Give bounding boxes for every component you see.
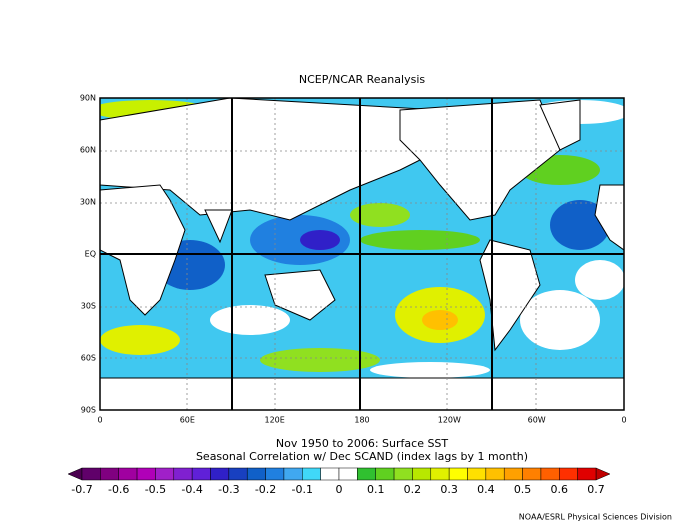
- colorbar-swatch: [430, 467, 450, 481]
- colorbar-tick-label: -0.3: [218, 483, 239, 496]
- colorbar-tick-label: -0.5: [145, 483, 166, 496]
- colorbar-over: [595, 467, 611, 481]
- lat-label: 30N: [80, 198, 96, 207]
- colorbar-tick-label: 0.4: [477, 483, 495, 496]
- colorbar-swatch: [522, 467, 542, 481]
- lat-label: 60N: [80, 146, 96, 155]
- lon-labels: 0 60E 120E 180 120W 60W 0: [97, 416, 626, 425]
- colorbar-swatch: [485, 467, 505, 481]
- colorbar-swatch: [412, 467, 432, 481]
- title: NCEP/NCAR Reanalysis: [299, 73, 425, 86]
- lat-labels: 90N 60N 30N EQ 30S 60S 90S: [80, 94, 96, 415]
- colorbar-swatch: [155, 467, 175, 481]
- graticule: [100, 98, 624, 410]
- lon-label: 60W: [528, 416, 546, 425]
- lat-label: 60S: [81, 354, 96, 363]
- colorbar-swatch: [265, 467, 285, 481]
- lon-label: 120W: [438, 416, 461, 425]
- lon-label: 180: [354, 416, 369, 425]
- colorbar-tick-label: -0.4: [181, 483, 202, 496]
- map: [100, 98, 624, 410]
- colorbar-tick-label: 0.1: [367, 483, 385, 496]
- colorbar-swatch: [338, 467, 358, 481]
- colorbar-swatch: [118, 467, 138, 481]
- colorbar-swatch: [577, 467, 597, 481]
- colorbar-tick-label: 0.2: [404, 483, 422, 496]
- colorbar-swatch: [191, 467, 211, 481]
- lon-label: 120E: [265, 416, 285, 425]
- colorbar-swatch: [228, 467, 248, 481]
- colorbar-swatch: [448, 467, 468, 481]
- colorbar: -0.7 -0.6 -0.5 -0.4 -0.3 -0.2 -0.1 0 0.1 0.2 0.3 0.…: [67, 467, 611, 496]
- colorbar-swatch: [283, 467, 303, 481]
- colorbar-swatch: [81, 467, 101, 481]
- lon-label: 0: [97, 416, 102, 425]
- colorbar-swatch: [393, 467, 413, 481]
- caption-line: Nov 1950 to 2006: Surface SST: [276, 437, 449, 450]
- footer: NOAA/ESRL Physical Sciences Division: [519, 513, 672, 522]
- colorbar-swatch: [246, 467, 266, 481]
- colorbar-tick-label: 0.7: [587, 483, 605, 496]
- colorbar-tick-label: -0.7: [71, 483, 92, 496]
- map-frame: [99, 97, 625, 411]
- colorbar-swatch: [375, 467, 395, 481]
- colorbar-swatch: [173, 467, 193, 481]
- lat-label: 30S: [81, 302, 96, 311]
- caption-line: Seasonal Correlation w/ Dec SCAND (index…: [196, 450, 528, 463]
- lat-label: EQ: [85, 250, 96, 259]
- lon-label: 60E: [180, 416, 195, 425]
- colorbar-tick-label: 0: [336, 483, 343, 496]
- colorbar-swatch: [136, 467, 156, 481]
- colorbar-tick-label: 0.3: [440, 483, 458, 496]
- colorbar-under: [67, 467, 83, 481]
- colorbar-swatch: [503, 467, 523, 481]
- colorbar-swatch: [302, 467, 321, 481]
- colorbar-swatch: [540, 467, 560, 481]
- lat-label: 90N: [80, 94, 96, 103]
- colorbar-tick-label: -0.6: [108, 483, 129, 496]
- colorbar-tick-label: 0.6: [551, 483, 569, 496]
- lat-label: 90S: [81, 406, 96, 415]
- colorbar-swatch: [559, 467, 578, 481]
- colorbar-tick-label: -0.2: [255, 483, 276, 496]
- colorbar-swatch: [357, 467, 376, 481]
- colorbar-tick-label: -0.1: [292, 483, 313, 496]
- colorbar-swatch: [320, 467, 340, 481]
- colorbar-swatch: [100, 467, 119, 481]
- colorbar-swatch: [210, 467, 230, 481]
- colorbar-tick-label: 0.5: [514, 483, 532, 496]
- colorbar-swatch: [467, 467, 487, 481]
- lon-label: 0: [621, 416, 626, 425]
